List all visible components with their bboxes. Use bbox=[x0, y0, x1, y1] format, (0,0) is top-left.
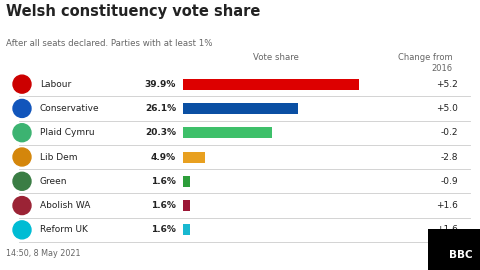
Text: Conservative: Conservative bbox=[40, 104, 100, 113]
Text: 20.3%: 20.3% bbox=[145, 128, 176, 137]
Text: +1.6: +1.6 bbox=[436, 225, 458, 234]
Text: -0.2: -0.2 bbox=[441, 128, 458, 137]
Text: Labour: Labour bbox=[40, 80, 71, 89]
Bar bbox=[183, 176, 190, 187]
Circle shape bbox=[13, 148, 31, 166]
Bar bbox=[183, 224, 190, 235]
Text: Change from
2016: Change from 2016 bbox=[398, 53, 453, 73]
Text: 1.6%: 1.6% bbox=[151, 177, 176, 186]
Text: 39.9%: 39.9% bbox=[144, 80, 176, 89]
Text: Abolish WA: Abolish WA bbox=[40, 201, 90, 210]
Text: BBC: BBC bbox=[449, 250, 473, 260]
Bar bbox=[183, 103, 298, 114]
Text: 26.1%: 26.1% bbox=[145, 104, 176, 113]
Text: +1.6: +1.6 bbox=[436, 201, 458, 210]
Circle shape bbox=[13, 75, 31, 93]
Circle shape bbox=[13, 99, 31, 117]
Bar bbox=[183, 127, 273, 138]
Circle shape bbox=[13, 197, 31, 215]
Text: -0.9: -0.9 bbox=[440, 177, 458, 186]
Text: After all seats declared. Parties with at least 1%: After all seats declared. Parties with a… bbox=[6, 39, 213, 48]
Circle shape bbox=[13, 172, 31, 190]
Text: 14:50, 8 May 2021: 14:50, 8 May 2021 bbox=[6, 249, 81, 258]
Text: Welsh constituency vote share: Welsh constituency vote share bbox=[6, 4, 261, 19]
Text: +5.0: +5.0 bbox=[436, 104, 458, 113]
Text: Plaid Cymru: Plaid Cymru bbox=[40, 128, 95, 137]
Text: 1.6%: 1.6% bbox=[151, 201, 176, 210]
Text: 4.9%: 4.9% bbox=[151, 153, 176, 161]
Text: -2.8: -2.8 bbox=[441, 153, 458, 161]
Text: 1.6%: 1.6% bbox=[151, 225, 176, 234]
Bar bbox=[183, 79, 359, 90]
Bar bbox=[183, 151, 204, 163]
Bar bbox=[183, 200, 190, 211]
Text: Green: Green bbox=[40, 177, 68, 186]
Text: Vote share: Vote share bbox=[253, 53, 299, 62]
Text: Lib Dem: Lib Dem bbox=[40, 153, 77, 161]
Circle shape bbox=[13, 221, 31, 239]
Text: +5.2: +5.2 bbox=[436, 80, 458, 89]
Text: Reform UK: Reform UK bbox=[40, 225, 88, 234]
Circle shape bbox=[13, 124, 31, 142]
